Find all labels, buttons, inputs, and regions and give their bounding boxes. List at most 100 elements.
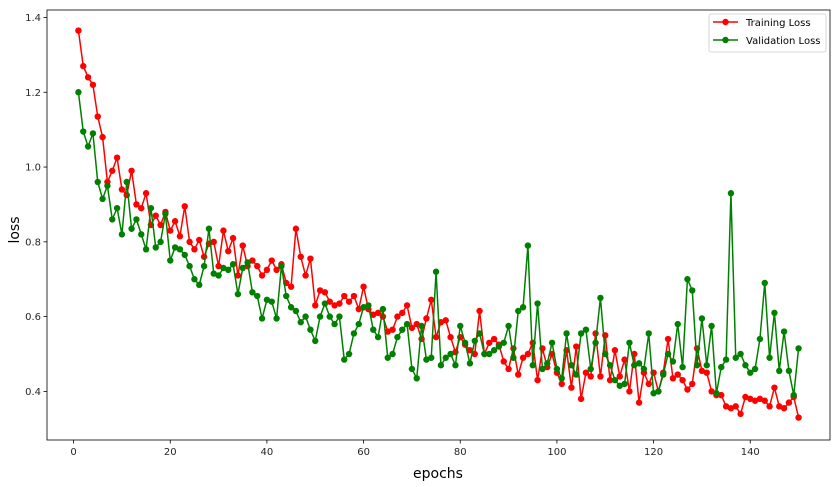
point-training-loss bbox=[355, 305, 362, 313]
point-validation-loss bbox=[442, 354, 449, 361]
point-training-loss bbox=[157, 221, 164, 229]
point-validation-loss bbox=[679, 363, 686, 371]
point-training-loss bbox=[742, 393, 749, 401]
point-validation-loss bbox=[544, 360, 551, 367]
point-training-loss bbox=[606, 376, 614, 384]
point-validation-loss bbox=[316, 313, 324, 320]
point-training-loss bbox=[239, 242, 246, 249]
point-validation-loss bbox=[181, 251, 188, 259]
x-tick-label: 120 bbox=[644, 447, 663, 458]
point-training-loss bbox=[780, 405, 788, 412]
point-validation-loss bbox=[587, 365, 594, 373]
point-validation-loss bbox=[142, 246, 150, 253]
point-training-loss bbox=[689, 380, 696, 388]
point-training-loss bbox=[229, 234, 237, 242]
point-training-loss bbox=[167, 227, 174, 234]
point-validation-loss bbox=[529, 362, 536, 369]
point-validation-loss bbox=[94, 178, 101, 186]
point-training-loss bbox=[113, 154, 121, 161]
point-validation-loss bbox=[128, 225, 135, 232]
point-validation-loss bbox=[350, 330, 358, 337]
y-tick-label: 1.0 bbox=[25, 163, 41, 174]
point-validation-loss bbox=[399, 326, 406, 333]
point-training-loss bbox=[708, 388, 715, 395]
point-training-loss bbox=[413, 320, 420, 328]
x-tick-label: 20 bbox=[164, 447, 177, 458]
point-training-loss bbox=[534, 376, 541, 384]
point-training-loss bbox=[399, 309, 406, 317]
point-training-loss bbox=[360, 283, 367, 290]
point-validation-loss bbox=[254, 292, 261, 300]
point-validation-loss bbox=[234, 290, 242, 298]
point-training-loss bbox=[751, 397, 759, 404]
point-training-loss bbox=[336, 300, 343, 307]
point-training-loss bbox=[215, 262, 222, 270]
x-axis-ticks: 0 20 40 60 80 100 120 140 bbox=[70, 440, 760, 458]
point-validation-loss bbox=[616, 382, 623, 389]
point-training-loss bbox=[466, 347, 474, 354]
point-training-loss bbox=[273, 266, 280, 274]
point-validation-loss bbox=[606, 362, 614, 369]
point-training-loss bbox=[500, 358, 507, 365]
point-validation-loss bbox=[495, 343, 503, 350]
point-training-loss bbox=[766, 403, 773, 410]
point-validation-loss bbox=[171, 244, 179, 251]
point-training-loss bbox=[621, 356, 628, 363]
point-validation-loss bbox=[297, 319, 304, 326]
point-training-loss bbox=[80, 62, 87, 70]
point-validation-loss bbox=[780, 328, 788, 335]
point-validation-loss bbox=[176, 246, 184, 253]
point-validation-loss bbox=[577, 330, 585, 337]
x-axis-title: epochs bbox=[413, 466, 463, 482]
legend-label-validation-loss: Validation Loss bbox=[746, 36, 821, 47]
point-validation-loss bbox=[341, 356, 348, 363]
point-validation-loss bbox=[486, 350, 493, 358]
point-training-loss bbox=[626, 388, 633, 395]
point-training-loss bbox=[611, 347, 619, 354]
point-training-loss bbox=[737, 410, 744, 418]
point-validation-loss bbox=[669, 358, 677, 365]
point-validation-loss bbox=[510, 354, 517, 361]
point-validation-loss bbox=[152, 244, 159, 251]
point-training-loss bbox=[384, 328, 391, 335]
point-validation-loss bbox=[534, 300, 541, 307]
legend-label-training-loss: Training Loss bbox=[745, 18, 811, 29]
point-training-loss bbox=[669, 375, 677, 382]
point-training-loss bbox=[394, 313, 401, 320]
point-validation-loss bbox=[162, 210, 169, 217]
point-training-loss bbox=[133, 201, 140, 208]
point-validation-loss bbox=[302, 313, 309, 320]
point-training-loss bbox=[312, 302, 319, 309]
legend-marker-training-loss bbox=[722, 18, 729, 26]
point-validation-loss bbox=[89, 130, 97, 137]
point-validation-loss bbox=[635, 360, 643, 367]
point-training-loss bbox=[597, 373, 604, 380]
point-training-loss bbox=[771, 384, 778, 391]
point-training-loss bbox=[142, 190, 150, 197]
point-training-loss bbox=[645, 380, 652, 388]
point-training-loss bbox=[316, 287, 324, 294]
point-training-loss bbox=[722, 403, 730, 410]
point-training-loss bbox=[94, 113, 101, 120]
point-validation-loss bbox=[563, 330, 570, 337]
point-validation-loss bbox=[452, 362, 459, 369]
x-tick-label: 60 bbox=[357, 447, 370, 458]
y-tick-label: 0.8 bbox=[25, 237, 41, 248]
point-validation-loss bbox=[737, 350, 744, 358]
point-training-loss bbox=[331, 302, 338, 309]
point-validation-loss bbox=[519, 304, 527, 311]
point-validation-loss bbox=[287, 304, 295, 311]
point-validation-loss bbox=[215, 272, 222, 279]
point-validation-loss bbox=[210, 270, 217, 277]
point-validation-loss bbox=[790, 391, 797, 399]
point-validation-loss bbox=[336, 313, 343, 320]
point-validation-loss bbox=[196, 281, 203, 289]
point-training-loss bbox=[191, 246, 198, 253]
point-validation-loss bbox=[437, 362, 445, 369]
point-training-loss bbox=[476, 307, 483, 315]
point-validation-loss bbox=[761, 279, 768, 287]
y-axis-ticks: 0.4 0.6 0.8 1.0 1.2 1.4 bbox=[25, 13, 47, 398]
point-validation-loss bbox=[611, 376, 619, 384]
point-validation-loss bbox=[113, 204, 121, 212]
